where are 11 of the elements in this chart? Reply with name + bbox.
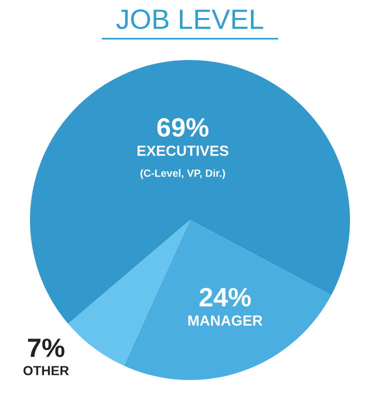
data-label: 7% [28,338,64,358]
slice-label: OTHER [23,366,69,376]
chart-title: JOB LEVEL [116,9,264,30]
slice-label: MANAGER [188,315,262,326]
pie-slice [68,220,190,366]
pie-slice [30,60,350,324]
pie-slice [124,220,332,380]
slice-label: EXECUTIVES [138,146,228,156]
data-label: 69% [157,118,208,137]
text: (C-Level, VP, Dir.) [140,169,225,179]
data-label: 24% [200,288,251,307]
